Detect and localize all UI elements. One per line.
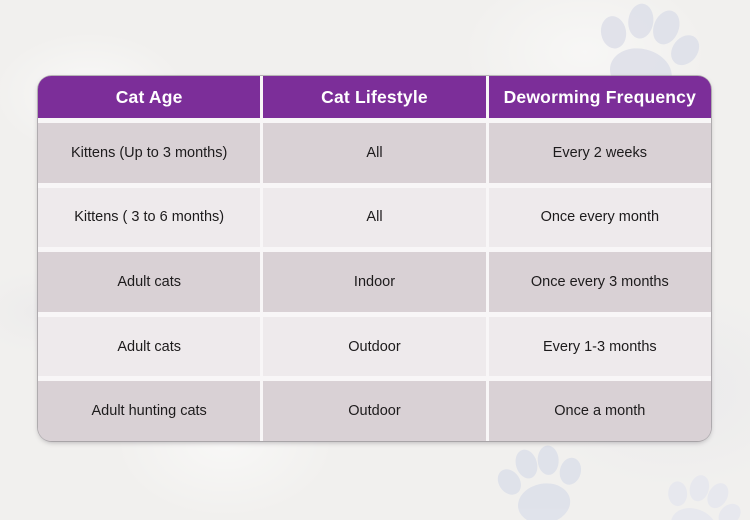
cell-deworming-frequency: Once a month: [488, 381, 711, 441]
cell-deworming-frequency: Once every month: [488, 187, 711, 248]
paw-print-icon: [648, 462, 750, 520]
cell-cat-lifestyle: Outdoor: [263, 381, 486, 441]
cell-deworming-frequency: Once every 3 months: [488, 252, 711, 312]
cell-cat-lifestyle: Indoor: [263, 252, 486, 312]
cell-cat-lifestyle: Outdoor: [263, 316, 486, 377]
column-header-cat-lifestyle: Cat Lifestyle: [263, 76, 486, 118]
column-header-deworming-frequency: Deworming Frequency: [488, 76, 711, 118]
cell-cat-age: Adult cats: [38, 252, 261, 312]
cell-cat-age: Adult cats: [38, 316, 261, 377]
cell-cat-age: Kittens ( 3 to 6 months): [38, 187, 261, 248]
cell-deworming-frequency: Every 2 weeks: [488, 123, 711, 183]
cell-deworming-frequency: Every 1-3 months: [488, 316, 711, 377]
cell-cat-age: Adult hunting cats: [38, 381, 261, 441]
cell-cat-lifestyle: All: [263, 123, 486, 183]
deworming-frequency-table: Cat Age Cat Lifestyle Deworming Frequenc…: [38, 76, 711, 441]
cell-cat-age: Kittens (Up to 3 months): [38, 123, 261, 183]
column-header-cat-age: Cat Age: [38, 76, 261, 118]
cell-cat-lifestyle: All: [263, 187, 486, 248]
paw-print-icon: [489, 438, 594, 520]
